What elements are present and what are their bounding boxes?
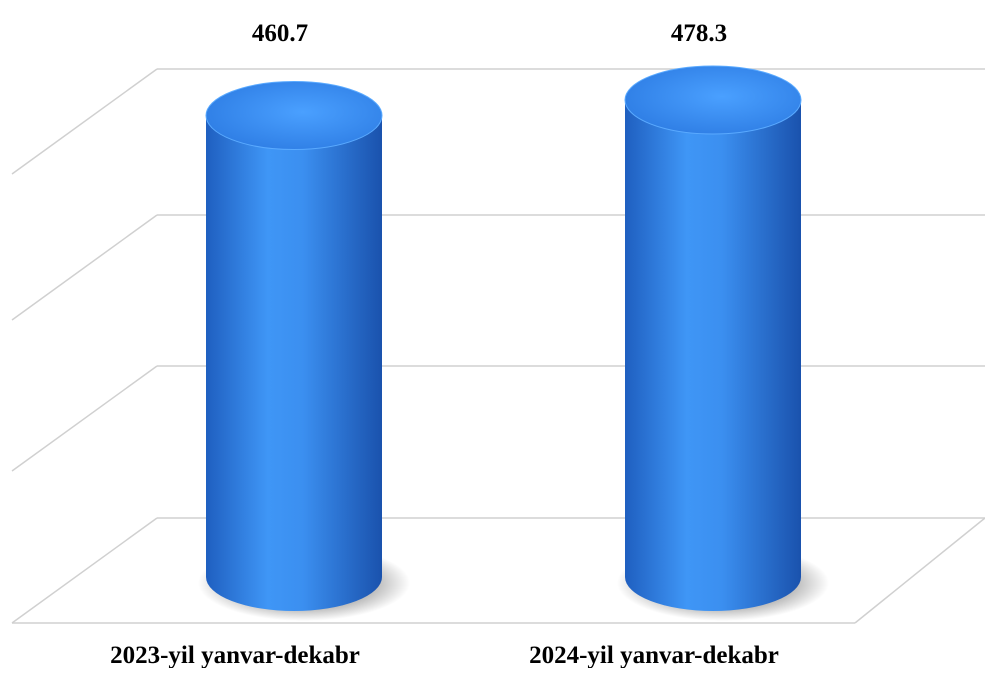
category-label-1: 2024-yil yanvar-dekabr (529, 642, 779, 668)
gridline-depth-1 (11, 365, 158, 472)
category-label-0: 2023-yil yanvar-dekabr (110, 642, 360, 668)
gridline-depth-2 (11, 214, 158, 321)
bar-top-0 (205, 81, 383, 151)
bar-top-1 (624, 65, 802, 135)
bar-1 (625, 100, 801, 611)
bars (198, 65, 829, 621)
data-label-0: 460.7 (252, 20, 308, 47)
floor-right-edge (854, 517, 985, 624)
data-label-1: 478.3 (671, 20, 727, 47)
bar-0 (206, 115, 382, 611)
gridline-depth-3 (11, 68, 158, 175)
gridline-depth-0 (11, 517, 158, 624)
labels: 460.7 2023-yil yanvar-dekabr 478.3 2024-yil… (110, 20, 779, 669)
gridlines (11, 68, 985, 624)
